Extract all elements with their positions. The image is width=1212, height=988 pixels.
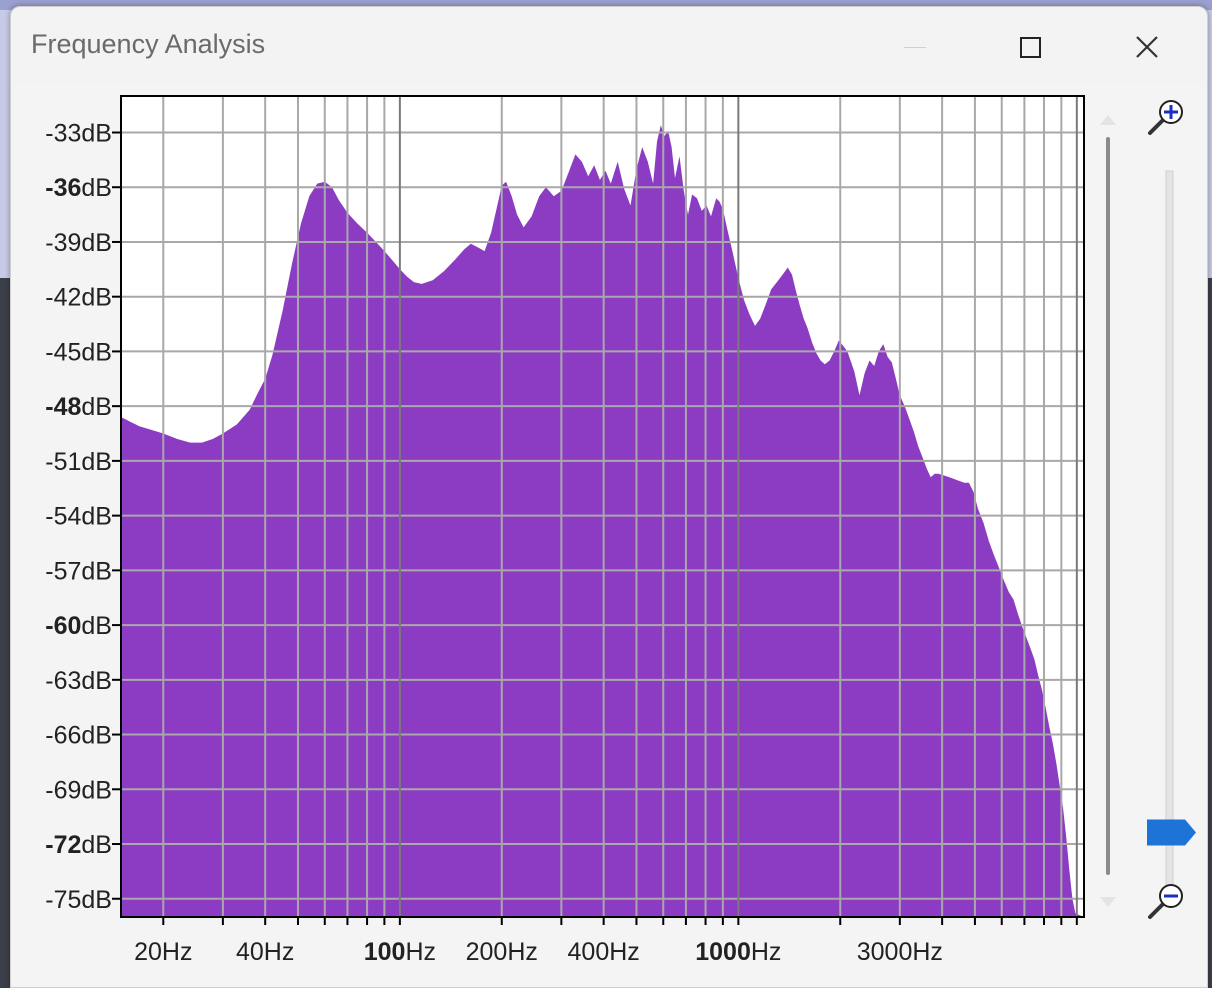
x-tick-value: 40 [236, 938, 264, 966]
minimize-button[interactable] [887, 25, 943, 69]
y-tick-value: -60 [45, 612, 81, 640]
y-tick-value: -51 [45, 448, 81, 476]
zoom-out-icon [1148, 884, 1183, 919]
y-tick-value: -42 [45, 284, 81, 312]
x-tick-label: 40Hz [236, 938, 294, 966]
x-tick-unit: Hz [405, 938, 436, 966]
maximize-button[interactable] [1002, 25, 1058, 69]
x-tick-label: 200Hz [466, 938, 538, 966]
scroll-down-arrow[interactable] [1100, 897, 1116, 907]
y-tick-unit: dB [81, 831, 112, 859]
x-tick-unit: Hz [162, 938, 193, 966]
window-title: Frequency Analysis [31, 29, 266, 59]
y-tick-label: -69dB [45, 776, 112, 804]
x-tick-label: 20Hz [134, 938, 192, 966]
x-tick-value: 3000 [857, 938, 913, 966]
x-tick-unit: Hz [507, 938, 538, 966]
y-tick-label: -48dB [45, 393, 112, 421]
x-tick-value: 1000 [695, 938, 751, 966]
y-tick-label: -33dB [45, 119, 112, 147]
zoom-out-button[interactable] [1148, 884, 1183, 919]
scrollbar-thumb[interactable] [1106, 137, 1110, 875]
background-waveform [0, 0, 1212, 10]
x-tick-unit: Hz [609, 938, 640, 966]
plot-frame [120, 95, 1085, 918]
y-tick-label: -57dB [45, 557, 112, 585]
x-tick-label: 400Hz [568, 938, 640, 966]
label-layer: -33dB-36dB-39dB-42dB-45dB-48dB-51dB-54dB… [45, 119, 943, 966]
x-tick-label: 3000Hz [857, 938, 943, 966]
grid-layer [121, 96, 1084, 917]
x-tick-label: 100Hz [364, 938, 436, 966]
y-tick-value: -54 [45, 503, 81, 531]
y-tick-unit: dB [81, 338, 112, 366]
y-tick-label: -75dB [45, 886, 112, 914]
y-tick-label: -42dB [45, 284, 112, 312]
y-tick-value: -66 [45, 722, 81, 750]
y-tick-label: -66dB [45, 722, 112, 750]
x-tick-label: 1000Hz [695, 938, 781, 966]
x-tick-value: 20 [134, 938, 162, 966]
x-tick-value: 400 [568, 938, 610, 966]
y-tick-value: -45 [45, 338, 81, 366]
y-tick-value: -69 [45, 776, 81, 804]
y-tick-value: -75 [45, 886, 81, 914]
y-tick-unit: dB [81, 667, 112, 695]
x-tick-unit: Hz [264, 938, 295, 966]
y-tick-label: -60dB [45, 612, 112, 640]
zoom-slider-track[interactable] [1165, 170, 1174, 902]
y-tick-unit: dB [81, 284, 112, 312]
frequency-analysis-window: Frequency Analysis -33dB -36dB -39dB -42dB -… [10, 6, 1208, 988]
y-tick-unit: dB [81, 448, 112, 476]
y-tick-unit: dB [81, 393, 112, 421]
y-tick-value: -39 [45, 229, 81, 257]
client-area: -33dB -36dB -39dB -42dB -45dB -48dB -51dB -54dB… [12, 85, 1206, 985]
y-tick-label: -36dB [45, 174, 112, 202]
vertical-scrollbar[interactable] [1100, 115, 1116, 907]
y-tick-value: -36 [45, 174, 81, 202]
y-tick-unit: dB [81, 119, 112, 147]
y-tick-unit: dB [81, 722, 112, 750]
spectrum-chart[interactable]: -33dB-36dB-39dB-42dB-45dB-48dB-51dB-54dB… [12, 85, 1206, 985]
y-tick-value: -63 [45, 667, 81, 695]
x-tick-unit: Hz [751, 938, 782, 966]
zoom-slider-thumb[interactable] [1147, 819, 1196, 846]
y-tick-label: -39dB [45, 229, 112, 257]
y-tick-unit: dB [81, 612, 112, 640]
tick-layer [112, 131, 1078, 925]
y-tick-label: -45dB [45, 338, 112, 366]
y-tick-unit: dB [81, 557, 112, 585]
title-bar[interactable]: Frequency Analysis [11, 7, 1207, 85]
close-button[interactable] [1119, 25, 1175, 69]
minimize-icon [904, 46, 926, 48]
y-tick-unit: dB [81, 776, 112, 804]
y-tick-value: -57 [45, 557, 81, 585]
zoom-in-icon [1148, 100, 1183, 135]
x-tick-unit: Hz [912, 938, 943, 966]
y-tick-label: -51dB [45, 448, 112, 476]
y-tick-unit: dB [81, 886, 112, 914]
zoom-in-button[interactable] [1148, 100, 1183, 135]
y-tick-unit: dB [81, 503, 112, 531]
x-tick-value: 200 [466, 938, 508, 966]
y-tick-value: -48 [45, 393, 81, 421]
y-tick-label: -54dB [45, 503, 112, 531]
x-tick-value: 100 [364, 938, 406, 966]
y-tick-value: -72 [45, 831, 81, 859]
y-tick-label: -63dB [45, 667, 112, 695]
y-tick-value: -33 [45, 119, 81, 147]
y-tick-unit: dB [81, 229, 112, 257]
scroll-up-arrow[interactable] [1100, 115, 1116, 125]
y-tick-unit: dB [81, 174, 112, 202]
maximize-icon [1019, 36, 1041, 58]
spectrum-area [121, 125, 1084, 917]
y-tick-label: -72dB [45, 831, 112, 859]
close-icon [1136, 36, 1158, 58]
